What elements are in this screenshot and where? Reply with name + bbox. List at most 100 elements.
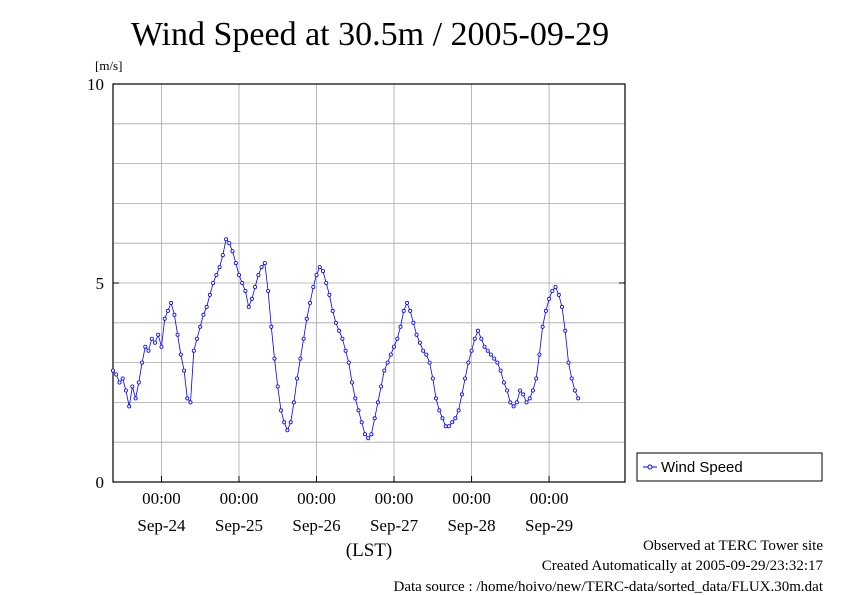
data-point bbox=[111, 368, 116, 373]
data-point bbox=[498, 368, 503, 373]
data-point bbox=[388, 352, 393, 357]
y-tick-label: 5 bbox=[96, 274, 105, 293]
data-point bbox=[391, 344, 396, 349]
legend-box bbox=[636, 452, 823, 482]
data-point bbox=[123, 388, 128, 393]
data-point bbox=[421, 348, 426, 353]
x-tick-time-label: 00:00 bbox=[452, 489, 491, 508]
legend-marker-swatch bbox=[647, 464, 653, 470]
data-point bbox=[324, 280, 329, 285]
data-point bbox=[385, 360, 390, 365]
y-axis-unit-label: [m/s] bbox=[95, 58, 122, 73]
data-point bbox=[495, 360, 500, 365]
data-point bbox=[211, 280, 216, 285]
x-date-label: Sep-29 bbox=[525, 516, 573, 535]
data-point bbox=[401, 308, 406, 313]
data-point bbox=[505, 388, 510, 393]
data-point bbox=[188, 400, 193, 405]
data-point bbox=[240, 280, 245, 285]
data-point bbox=[272, 356, 277, 361]
data-point bbox=[472, 336, 477, 341]
data-point bbox=[427, 360, 432, 365]
data-point bbox=[395, 336, 400, 341]
data-point bbox=[359, 420, 364, 425]
data-point bbox=[320, 269, 325, 274]
data-point bbox=[372, 416, 377, 421]
data-point bbox=[143, 344, 148, 349]
data-point bbox=[317, 265, 322, 270]
data-point bbox=[560, 304, 565, 309]
data-point bbox=[466, 360, 471, 365]
data-point bbox=[485, 348, 490, 353]
data-point bbox=[304, 316, 309, 321]
data-point bbox=[311, 284, 316, 289]
data-point bbox=[307, 300, 312, 305]
data-point bbox=[446, 424, 451, 429]
data-point bbox=[230, 249, 235, 254]
footer-created-at: Created Automatically at 2005-09-29/23:3… bbox=[542, 558, 824, 574]
data-point bbox=[159, 344, 164, 349]
data-point bbox=[382, 368, 387, 373]
data-point bbox=[285, 428, 290, 433]
data-point bbox=[175, 332, 180, 337]
data-point bbox=[501, 380, 506, 385]
data-point bbox=[333, 320, 338, 325]
data-point bbox=[375, 400, 380, 405]
data-point bbox=[282, 420, 287, 425]
data-point bbox=[563, 328, 568, 333]
data-point bbox=[340, 336, 345, 341]
data-point bbox=[146, 348, 151, 353]
data-point bbox=[133, 396, 138, 401]
data-point bbox=[482, 344, 487, 349]
data-point bbox=[556, 292, 561, 297]
data-point bbox=[314, 272, 319, 277]
data-point bbox=[172, 312, 177, 317]
data-point bbox=[349, 380, 354, 385]
y-tick-label: 10 bbox=[87, 75, 104, 94]
data-point bbox=[459, 392, 464, 397]
x-tick-time-label: 00:00 bbox=[375, 489, 414, 508]
x-date-label: Sep-24 bbox=[137, 516, 186, 535]
data-point bbox=[424, 352, 429, 357]
data-point bbox=[269, 324, 274, 329]
data-point bbox=[537, 352, 542, 357]
footer-data-source: Data source : /home/hoivo/new/TERC-data/… bbox=[394, 579, 824, 595]
data-point bbox=[411, 320, 416, 325]
data-point bbox=[227, 241, 232, 246]
x-tick-time-label: 00:00 bbox=[530, 489, 569, 508]
data-point bbox=[256, 272, 261, 277]
data-point bbox=[191, 348, 196, 353]
data-point bbox=[398, 324, 403, 329]
data-point bbox=[463, 376, 468, 381]
data-point bbox=[169, 300, 174, 305]
x-axis-label: (LST) bbox=[346, 540, 392, 561]
data-point bbox=[233, 261, 238, 266]
data-point bbox=[437, 408, 442, 413]
data-point bbox=[262, 261, 267, 266]
legend: Wind Speed bbox=[636, 452, 823, 482]
x-date-label: Sep-27 bbox=[370, 516, 419, 535]
data-point bbox=[207, 292, 212, 297]
data-point bbox=[220, 253, 225, 258]
data-point bbox=[337, 328, 342, 333]
data-point bbox=[152, 340, 157, 345]
data-point bbox=[433, 396, 438, 401]
data-point bbox=[224, 237, 229, 242]
data-point bbox=[278, 408, 283, 413]
data-point bbox=[508, 400, 513, 405]
data-point bbox=[275, 384, 280, 389]
data-point bbox=[492, 356, 497, 361]
data-point bbox=[162, 316, 167, 321]
chart-title: Wind Speed at 30.5m / 2005-09-29 bbox=[131, 16, 609, 53]
footer-observed-at: Observed at TERC Tower site bbox=[643, 538, 823, 554]
data-point bbox=[379, 384, 384, 389]
y-tick-label: 0 bbox=[96, 473, 105, 492]
data-point bbox=[266, 288, 271, 293]
data-point bbox=[369, 432, 374, 437]
data-point bbox=[543, 308, 548, 313]
data-point bbox=[534, 376, 539, 381]
data-point bbox=[521, 392, 526, 397]
data-point bbox=[117, 380, 122, 385]
data-point bbox=[511, 404, 516, 409]
data-point bbox=[550, 288, 555, 293]
